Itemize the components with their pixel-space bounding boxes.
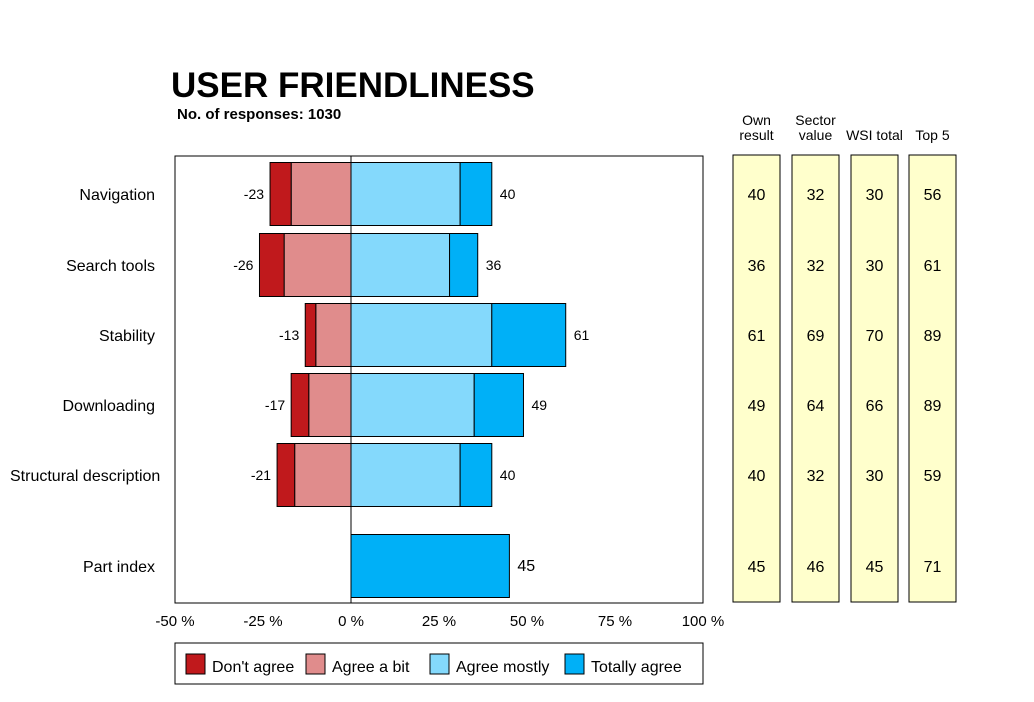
- bar-agree-a-bit-downloading: [308, 373, 352, 437]
- x-tick-label: -25 %: [243, 613, 282, 630]
- chart-title: USER FRIENDLINESS: [171, 66, 535, 105]
- bar-don-t-agree-downloading: [290, 373, 310, 437]
- bar-agree-a-bit-stability: [315, 303, 352, 367]
- comparison-value: 32: [807, 468, 825, 485]
- legend-swatch-agree-a-bit: [305, 653, 326, 675]
- comparison-value: 30: [866, 258, 884, 275]
- legend-swatch-agree-mostly: [429, 653, 450, 675]
- negative-total-label: -21: [251, 467, 271, 483]
- comparison-value: 89: [924, 328, 942, 345]
- bar-agree-mostly-stability: [350, 303, 493, 367]
- bar-don-t-agree-structural-description: [276, 443, 296, 507]
- bar-agree-mostly-downloading: [350, 373, 475, 437]
- comparison-value: 69: [807, 328, 825, 345]
- bars-group: [258, 162, 567, 598]
- positive-total-label: 61: [574, 327, 590, 343]
- legend-label-totally-agree: Totally agree: [591, 659, 682, 676]
- legend-swatch-don-t-agree: [185, 653, 206, 675]
- category-label-part-index: Part index: [83, 559, 155, 576]
- comparison-column-header: result: [739, 127, 773, 143]
- negative-total-label: -26: [233, 257, 253, 273]
- bar-totally-agree-downloading: [473, 373, 524, 437]
- comparison-column-box: [791, 154, 840, 603]
- comparison-value: 30: [866, 187, 884, 204]
- comparison-column-header: Own: [742, 112, 771, 128]
- legend-label-agree-a-bit: Agree a bit: [332, 659, 410, 676]
- category-label-downloading: Downloading: [62, 398, 155, 415]
- x-tick-label: 0 %: [338, 613, 364, 630]
- chart-subtitle: No. of responses: 1030: [177, 106, 341, 123]
- category-label-structural-description: Structural description: [10, 468, 160, 485]
- comparison-value: 66: [866, 398, 884, 415]
- bar-totally-agree-navigation: [459, 162, 493, 226]
- comparison-value: 32: [807, 187, 825, 204]
- category-label-search-tools: Search tools: [66, 258, 155, 275]
- legend-label-agree-mostly: Agree mostly: [456, 659, 549, 676]
- comparison-column-header: value: [799, 127, 833, 143]
- comparison-value: 61: [924, 258, 942, 275]
- comparison-value: 45: [748, 559, 766, 576]
- bar-don-t-agree-search-tools: [258, 233, 285, 297]
- bar-agree-a-bit-search-tools: [283, 233, 352, 297]
- comparison-value: 46: [807, 559, 825, 576]
- comparison-value: 30: [866, 468, 884, 485]
- bar-totally-agree-search-tools: [449, 233, 479, 297]
- x-tick-label: 50 %: [510, 613, 544, 630]
- negative-total-label: -17: [265, 397, 285, 413]
- category-label-stability: Stability: [99, 328, 155, 345]
- x-axis-ticks: -50 % -25 % 0 % 25 % 50 % 75 % 100 %: [155, 613, 724, 630]
- comparison-value: 59: [924, 468, 942, 485]
- comparison-value: 71: [924, 559, 942, 576]
- bar-totally-agree-stability: [491, 303, 567, 367]
- comparison-value: 70: [866, 328, 884, 345]
- positive-total-label: 49: [531, 397, 547, 413]
- positive-total-label: 36: [486, 257, 502, 273]
- comparison-column-header: Sector: [795, 112, 836, 128]
- bar-agree-a-bit-structural-description: [294, 443, 352, 507]
- legend-swatch-totally-agree: [564, 653, 585, 675]
- bar-totally-agree-structural-description: [459, 443, 493, 507]
- bar-agree-mostly-search-tools: [350, 233, 451, 297]
- comparison-column-header: WSI total: [846, 127, 903, 143]
- comparison-value: 40: [748, 187, 766, 204]
- x-tick-label: -50 %: [155, 613, 194, 630]
- x-tick-label: 100 %: [682, 613, 725, 630]
- positive-total-label: 40: [500, 186, 516, 202]
- category-labels: Navigation Search tools Stability Downloadi…: [10, 187, 160, 576]
- negative-total-label: -23: [244, 186, 264, 202]
- total-labels: -23 40 -26 36 -13 61 -17 49 -21 40 45: [233, 186, 589, 575]
- comparison-column-box: [908, 154, 957, 603]
- negative-total-label: -13: [279, 327, 299, 343]
- comparison-column-box: [850, 154, 899, 603]
- positive-total-label: 45: [517, 558, 535, 575]
- bar-agree-mostly-structural-description: [350, 443, 461, 507]
- legend: Don't agree Agree a bit Agree mostly Totall…: [174, 642, 704, 685]
- comparison-value: 56: [924, 187, 942, 204]
- bar-agree-mostly-navigation: [350, 162, 461, 226]
- comparison-value: 40: [748, 468, 766, 485]
- comparison-value: 32: [807, 258, 825, 275]
- bar-don-t-agree-navigation: [269, 162, 292, 226]
- x-tick-label: 25 %: [422, 613, 456, 630]
- x-tick-label: 75 %: [598, 613, 632, 630]
- comparison-value: 45: [866, 559, 884, 576]
- bar-agree-a-bit-navigation: [290, 162, 352, 226]
- comparison-column-header: Top 5: [915, 127, 949, 143]
- legend-label-don-t-agree: Don't agree: [212, 659, 294, 676]
- comparison-value: 36: [748, 258, 766, 275]
- positive-total-label: 40: [500, 467, 516, 483]
- comparison-value: 89: [924, 398, 942, 415]
- comparison-value: 49: [748, 398, 766, 415]
- comparison-column-box: [732, 154, 781, 603]
- bar-totally-agree-part-index: [350, 534, 510, 598]
- category-label-navigation: Navigation: [79, 187, 155, 204]
- bar-don-t-agree-stability: [304, 303, 317, 367]
- comparison-value: 61: [748, 328, 766, 345]
- comparison-value: 64: [807, 398, 825, 415]
